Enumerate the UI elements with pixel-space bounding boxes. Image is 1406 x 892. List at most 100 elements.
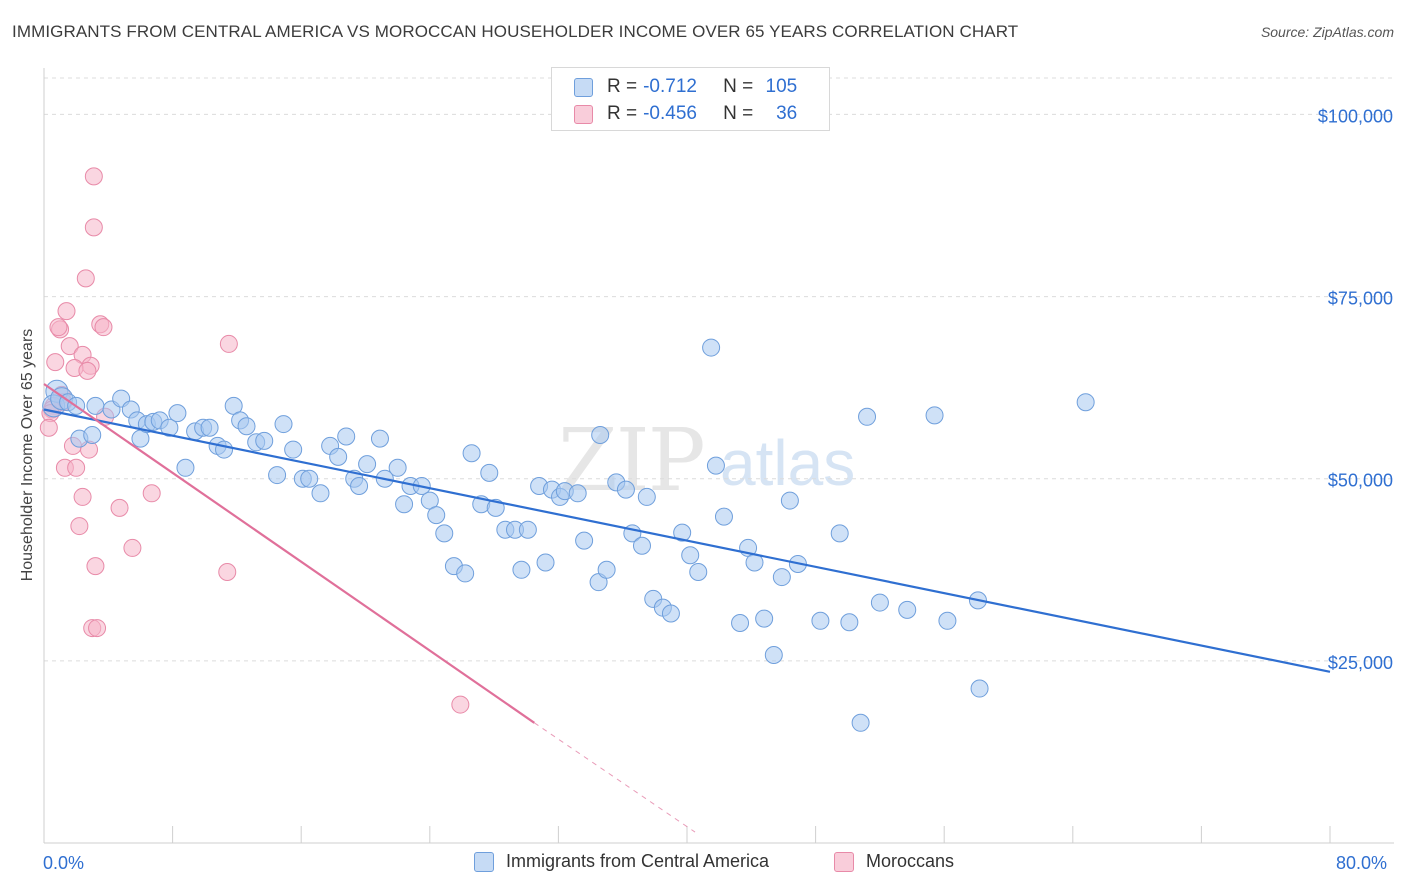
r-value: -0.456 (643, 103, 697, 124)
moroccan-trendline-extension (534, 722, 696, 833)
moroccan-point (67, 458, 86, 477)
y-tick-label: $50,000 (1328, 471, 1393, 491)
correlation-legend: R = -0.712 N = 105 R = -0.456 N = 36 (551, 67, 830, 131)
central-america-point (870, 593, 889, 612)
y-tick-label: $100,000 (1318, 106, 1393, 126)
moroccan-trendline (43, 383, 535, 724)
central-america-point (427, 506, 446, 525)
r-label: R = (607, 103, 638, 124)
central-america-point (200, 418, 219, 437)
central-america-point (632, 536, 651, 555)
central-america-point (1076, 393, 1095, 412)
central-america-point (274, 415, 293, 434)
central-america-point (681, 546, 700, 565)
moroccan-point (88, 619, 107, 638)
central-america-point (388, 458, 407, 477)
central-america-point (637, 487, 656, 506)
central-america-point (462, 444, 481, 463)
moroccan-point (219, 334, 238, 353)
moroccan-point (39, 418, 58, 437)
x-tick-label-max: 80.0% (1336, 853, 1388, 873)
central-america-point (938, 611, 957, 630)
central-america-point (518, 520, 537, 539)
legend-item-central-america: Immigrants from Central America (474, 851, 769, 872)
central-america-point (370, 429, 389, 448)
legend-row-moroccans: R = -0.456 N = 36 (574, 102, 797, 126)
central-america-point (858, 407, 877, 426)
r-value: -0.712 (643, 76, 697, 97)
central-america-point (329, 447, 348, 466)
moroccan-point (94, 318, 113, 337)
central-america-point (536, 553, 555, 572)
central-america-point (512, 560, 531, 579)
central-america-point (851, 713, 870, 732)
central-america-point (898, 600, 917, 619)
central-america-point (714, 507, 733, 526)
central-america-point (970, 679, 989, 698)
central-america-point (764, 646, 783, 665)
y-tick-label: $25,000 (1328, 653, 1393, 673)
legend-label: Moroccans (866, 851, 955, 871)
central-america-point (456, 564, 475, 583)
moroccan-point (84, 167, 103, 186)
central-america-point (237, 417, 256, 436)
series-legend: Immigrants from Central America Moroccan… (0, 851, 1406, 877)
chart-title: IMMIGRANTS FROM CENTRAL AMERICA VS MOROC… (12, 22, 1019, 41)
central-america-point (568, 484, 587, 503)
central-america-point (597, 560, 616, 579)
legend-item-moroccans: Moroccans (834, 851, 954, 872)
blue-swatch (574, 77, 593, 97)
moroccan-point (142, 484, 161, 503)
legend-label: Immigrants from Central America (506, 851, 770, 871)
central-america-point (616, 480, 635, 499)
moroccan-point (218, 562, 237, 581)
moroccan-point (49, 318, 68, 337)
central-america-point (350, 477, 369, 495)
central-america-point (830, 524, 849, 543)
central-america-point (840, 613, 859, 632)
central-america-point (480, 463, 499, 482)
pink-swatch (834, 851, 854, 872)
n-label: N = (723, 76, 754, 97)
r-label: R = (607, 76, 638, 97)
central-america-point (268, 466, 287, 485)
moroccan-point (110, 498, 129, 517)
central-america-point (311, 484, 330, 503)
moroccan-point (451, 695, 470, 714)
central-america-point (755, 609, 774, 628)
central-america-point (731, 613, 750, 632)
central-america-point (86, 396, 105, 415)
moroccan-point (76, 269, 95, 288)
central-america-point (215, 440, 234, 459)
central-america-point (358, 455, 377, 474)
central-america-point (706, 456, 725, 475)
central-america-trendline (43, 408, 1331, 673)
central-america-point (925, 406, 944, 425)
central-america-point (772, 568, 791, 587)
moroccan-point (70, 517, 89, 536)
moroccan-point (57, 302, 76, 321)
moroccan-point (123, 538, 142, 557)
central-america-point (435, 524, 454, 543)
central-america-point (591, 426, 610, 444)
source-label: Source: ZipAtlas.com (1260, 24, 1394, 40)
central-america-point (337, 427, 356, 446)
central-america-point (575, 531, 594, 550)
central-america-point (395, 495, 414, 514)
moroccan-point (73, 487, 92, 506)
central-america-point (780, 491, 799, 510)
blue-swatch (474, 851, 494, 872)
central-america-point (168, 404, 187, 423)
moroccan-point (60, 337, 79, 356)
moroccan-point (86, 557, 105, 576)
moroccan-point (78, 361, 97, 380)
legend-row-central-america: R = -0.712 N = 105 (574, 75, 797, 99)
moroccan-point (84, 218, 103, 237)
central-america-point (702, 338, 721, 357)
n-label: N = (723, 103, 754, 124)
central-america-point (811, 611, 830, 630)
central-america-point (83, 426, 102, 444)
y-tick-label: $75,000 (1328, 289, 1393, 309)
watermark-atlas: atlas (720, 427, 855, 499)
